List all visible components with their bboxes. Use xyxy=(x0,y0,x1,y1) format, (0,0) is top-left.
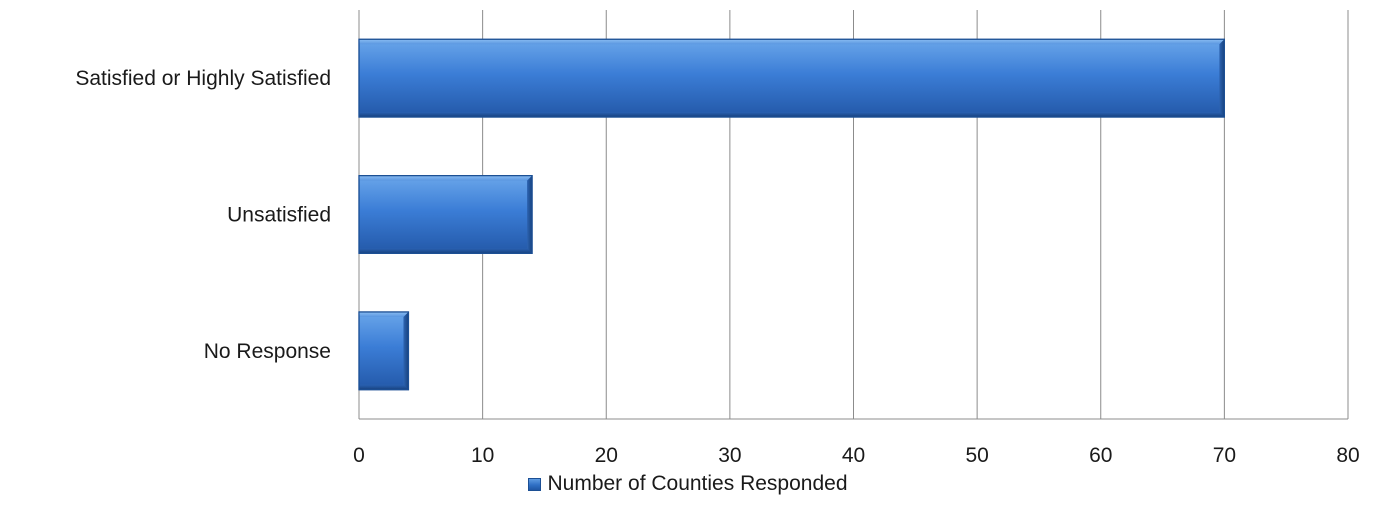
x-tick-label: 20 xyxy=(595,444,618,467)
bar-bevel-right xyxy=(403,311,409,390)
legend-label: Number of Counties Responded xyxy=(547,472,848,495)
x-tick-label: 30 xyxy=(718,444,741,467)
bar-face xyxy=(358,175,533,254)
bar-bevel-bottom xyxy=(359,248,533,254)
x-tick-label: 10 xyxy=(471,444,494,467)
x-tick-label: 60 xyxy=(1089,444,1112,467)
bar xyxy=(358,38,1225,118)
bar-face xyxy=(358,38,1225,118)
bar-bevel-right xyxy=(527,175,533,254)
bar-outline xyxy=(358,38,1225,118)
bar-bevel-bottom xyxy=(359,384,409,390)
bar-outline xyxy=(358,311,410,391)
x-tick-label: 0 xyxy=(353,444,365,467)
bar-face xyxy=(358,311,410,391)
bar xyxy=(358,175,533,254)
bar-bevel-right xyxy=(1219,39,1225,118)
x-tick-label: 80 xyxy=(1336,444,1359,467)
y-category-label: Unsatisfied xyxy=(227,204,331,227)
bar-bevel-top xyxy=(359,39,1225,45)
legend: Number of Counties Responded xyxy=(0,472,1376,496)
y-category-label: Satisfied or Highly Satisfied xyxy=(75,67,331,90)
x-tick-label: 70 xyxy=(1213,444,1236,467)
bar xyxy=(358,311,410,391)
bar-bevel-top xyxy=(359,175,533,181)
x-tick-label: 40 xyxy=(842,444,865,467)
bar-bevel-top xyxy=(359,311,409,317)
bar-outline xyxy=(358,175,533,254)
y-category-label: No Response xyxy=(204,340,331,363)
legend-swatch xyxy=(528,477,542,491)
bar-bevel-bottom xyxy=(359,112,1225,118)
x-tick-label: 50 xyxy=(965,444,988,467)
